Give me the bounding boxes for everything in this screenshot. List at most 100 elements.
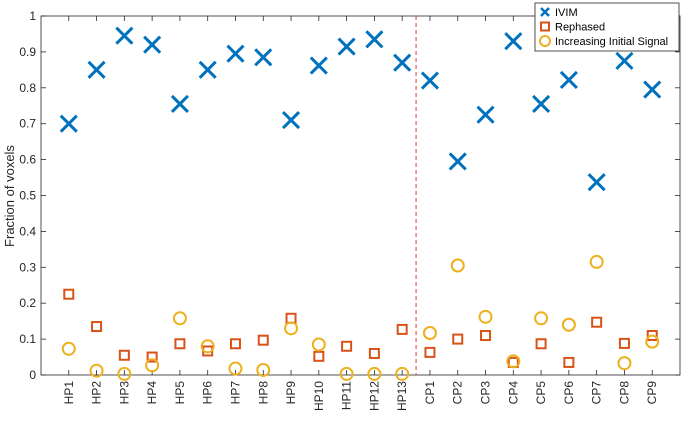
data-point-square xyxy=(396,323,408,335)
data-point-x xyxy=(226,44,245,63)
data-point-x xyxy=(365,30,384,49)
legend-circle-icon xyxy=(539,35,551,47)
y-tick-label: 0.3 xyxy=(19,260,36,274)
x-tick-label: CP9 xyxy=(645,381,659,405)
data-point-circle xyxy=(200,339,215,354)
x-tick-label: CP4 xyxy=(506,381,520,405)
data-point-square xyxy=(118,349,130,361)
data-point-circle xyxy=(117,366,132,381)
x-stroke xyxy=(143,35,162,54)
data-point-x xyxy=(643,80,662,99)
data-point-square xyxy=(341,340,353,352)
y-tick-label: 0.1 xyxy=(19,332,36,346)
data-point-square xyxy=(452,333,464,345)
x-stroke xyxy=(587,173,606,192)
x-stroke xyxy=(309,56,328,75)
data-marks xyxy=(59,26,662,381)
y-tick-label: 0.4 xyxy=(19,224,36,238)
series-increasing-initial-signal xyxy=(61,254,660,381)
x-stroke xyxy=(476,105,495,124)
x-stroke xyxy=(448,152,467,171)
legend-item[interactable]: IVIM xyxy=(540,7,578,19)
data-point-circle xyxy=(367,366,382,381)
legend-box xyxy=(534,2,680,52)
data-point-x xyxy=(115,26,134,45)
y-tick-label: 0.7 xyxy=(19,117,36,131)
x-tick-label: HP8 xyxy=(256,381,270,405)
x-tick-label: CP8 xyxy=(617,381,631,405)
data-point-square xyxy=(535,338,547,350)
data-point-circle xyxy=(89,363,104,378)
data-point-square xyxy=(174,338,186,350)
data-point-square xyxy=(563,356,575,368)
x-tick-label: CP7 xyxy=(590,381,604,405)
data-point-x xyxy=(587,173,606,192)
x-tick-label: CP2 xyxy=(451,381,465,405)
data-point-x xyxy=(59,114,78,133)
x-tick-label: HP5 xyxy=(173,381,187,405)
data-point-square xyxy=(646,330,658,342)
legend-item[interactable]: Rephased xyxy=(540,21,605,34)
data-point-circle xyxy=(450,258,465,273)
data-point-circle xyxy=(561,317,576,332)
x-tick-label: HP7 xyxy=(228,381,242,405)
x-tick-label: HP4 xyxy=(145,381,159,405)
data-point-x xyxy=(281,111,301,130)
data-point-square xyxy=(313,350,325,362)
x-stroke xyxy=(337,37,356,56)
data-point-x xyxy=(393,53,412,72)
x-tick-label: HP13 xyxy=(395,381,409,411)
data-point-x xyxy=(309,56,328,75)
x-tick-label: CP6 xyxy=(562,381,576,405)
x-stroke xyxy=(226,44,245,63)
data-point-circle xyxy=(61,341,76,356)
legend-item[interactable]: Increasing Initial Signal xyxy=(539,35,668,48)
legend-x-icon xyxy=(540,7,550,17)
data-point-x xyxy=(254,48,273,67)
y-tick-label: 0 xyxy=(29,368,36,382)
plot-frame xyxy=(40,15,681,376)
data-point-square xyxy=(91,321,103,333)
x-tick-label: CP5 xyxy=(534,381,548,405)
x-stroke xyxy=(365,30,384,49)
data-point-square xyxy=(257,334,269,346)
x-stroke xyxy=(254,48,273,67)
x-tick-label: CP1 xyxy=(423,381,437,405)
data-point-circle xyxy=(589,254,604,269)
data-point-circle xyxy=(506,354,521,369)
data-point-x xyxy=(198,60,217,79)
legend[interactable]: IVIM Rephased Increasing Initial Signal xyxy=(534,2,680,52)
data-point-x xyxy=(143,35,162,54)
data-point-x xyxy=(87,60,106,79)
y-tick-label: 0.9 xyxy=(19,45,36,59)
data-point-circle xyxy=(228,361,243,376)
x-stroke xyxy=(504,32,523,51)
data-point-square xyxy=(591,316,603,328)
data-point-square xyxy=(424,346,436,358)
data-point-square xyxy=(146,351,158,363)
x-stroke xyxy=(559,70,578,89)
ticks: 0 0.1 0.2 0.3 0.4 0.5 0.6 0.7 0.8 0.9 1 HP1 HP2 HP3 HP… xyxy=(19,9,680,411)
legend-label: IVIM xyxy=(555,7,578,19)
data-point-circle xyxy=(645,334,660,349)
x-stroke xyxy=(59,114,78,133)
x-stroke xyxy=(281,111,301,130)
x-stroke xyxy=(198,60,217,79)
x-stroke xyxy=(170,94,189,114)
x-tick-label: HP9 xyxy=(284,381,298,405)
data-point-x xyxy=(615,51,634,70)
legend-label: Rephased xyxy=(555,22,605,34)
x-stroke xyxy=(615,51,634,70)
data-point-circle xyxy=(534,311,549,326)
x-tick-label: HP3 xyxy=(117,381,131,405)
series-ivim xyxy=(59,26,662,192)
data-point-circle xyxy=(172,311,187,326)
data-point-circle xyxy=(256,362,271,377)
y-tick-label: 0.2 xyxy=(19,296,36,310)
data-point-x xyxy=(420,71,440,90)
x-stroke xyxy=(420,71,440,90)
x-stroke xyxy=(540,7,550,17)
series-rephased xyxy=(63,288,658,368)
data-point-square xyxy=(480,330,492,342)
